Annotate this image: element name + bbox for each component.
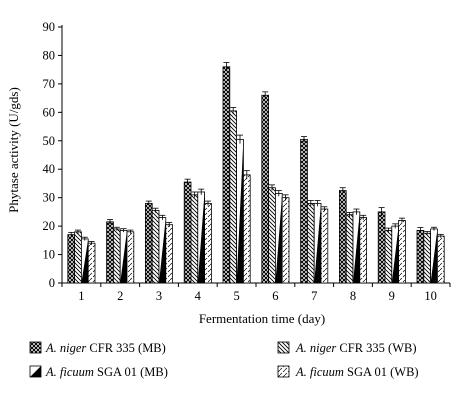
bar [398,220,406,284]
y-tick-label: 30 [43,191,56,205]
legend-label: A. ficuum SGA 01 (WB) [295,365,419,379]
bar [151,210,160,284]
legend-item: A. ficuum SGA 01 (WB) [277,365,419,379]
bars-group [67,62,445,284]
legend-item: A. ficuum SGA 01 (MB) [29,365,168,379]
legend-item: A. niger CFR 335 (MB) [29,341,166,355]
bar [144,202,153,284]
y-tick-label: 80 [43,48,56,62]
bar [320,208,329,284]
bar [261,94,269,284]
bar [436,235,445,284]
x-tick-label: 9 [389,289,395,303]
x-tick-label: 5 [233,289,239,303]
x-tick-label: 3 [156,289,162,303]
x-axis-title: Fermentation time (day) [199,311,325,326]
y-tick-label: 20 [43,219,56,233]
legend-swatch [277,341,290,354]
x-axis: 1 2 3 4 5 6 7 8 9 10 [61,282,451,303]
bar [274,192,283,284]
y-tick-label: 70 [43,77,56,91]
y-tick-label: 60 [43,105,56,119]
y-tick-label: 10 [43,248,56,262]
bar [300,138,308,284]
bar [338,190,347,284]
legend-item: A. niger CFR 335 (WB) [277,341,417,355]
y-tick-label: 50 [43,134,56,148]
bar [313,202,322,284]
legend-swatch [29,365,42,378]
bar [430,228,438,284]
y-axis-title: Phytase activity (U/gds) [6,87,21,213]
bar [359,217,367,284]
x-tick-label: 2 [117,289,123,303]
bar [242,174,251,284]
y-tick-label: 90 [43,20,56,34]
y-tick-label: 40 [43,162,56,176]
bar [113,228,121,284]
y-axis: 0 10 20 30 40 50 60 70 80 90 [43,20,63,290]
bar [281,197,290,284]
legend-swatch [277,365,290,378]
bar [106,221,114,284]
x-tick-label: 6 [272,289,278,303]
x-tick-label: 10 [424,289,437,303]
bar [306,202,315,284]
bar [423,232,431,284]
x-tick-label: 1 [78,289,84,303]
bar [67,234,76,284]
bar [165,224,174,284]
bar [183,181,192,284]
y-tick-label: 0 [49,276,55,290]
bar [352,211,361,284]
bar [190,194,199,284]
bar [229,110,238,284]
bar [377,211,386,284]
legend-label: A. ficuum SGA 01 (MB) [45,365,168,379]
x-tick-label: 7 [311,289,317,303]
bar [391,225,399,284]
bar [236,138,244,284]
legend-label: A. niger CFR 335 (WB) [295,341,417,355]
bar [416,229,425,284]
legend-swatch [29,341,42,354]
bar [158,217,167,284]
bar [87,242,96,284]
x-tick-label: 8 [350,289,356,303]
bar [74,231,82,284]
bar [119,229,128,284]
bar [384,229,393,284]
bar [222,66,231,284]
bar [81,238,89,284]
x-tick-label: 4 [195,289,202,303]
bar [204,202,212,284]
legend-label: A. niger CFR 335 (MB) [45,341,166,355]
bar [268,187,276,284]
bar [126,231,135,284]
bar [197,191,206,284]
legend: A. niger CFR 335 (MB) A. niger CFR 335 (W… [29,341,419,379]
bar [345,214,354,284]
